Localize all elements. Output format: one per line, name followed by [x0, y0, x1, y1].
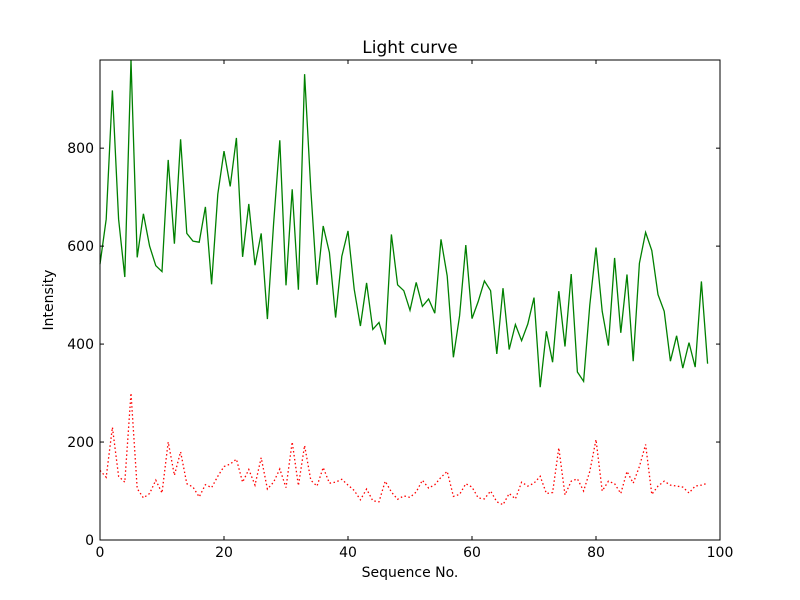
- x-tick-label: 60: [463, 545, 481, 561]
- y-tick-label: 0: [85, 533, 94, 549]
- x-tick-label: 100: [707, 545, 734, 561]
- x-tick-label: 40: [339, 545, 357, 561]
- y-tick-label: 600: [67, 239, 94, 255]
- y-tick-label: 200: [67, 435, 94, 451]
- x-tick-label: 80: [587, 545, 605, 561]
- chart-title: Light curve: [362, 38, 457, 58]
- y-axis-label: Intensity: [41, 270, 57, 331]
- ticks-layer: 0 20 40 60 80 100 0 200 400 600 800: [67, 60, 733, 561]
- plot-frame: [99, 59, 721, 541]
- x-axis-label: Sequence No.: [362, 565, 459, 581]
- y-tick-label: 800: [67, 141, 94, 157]
- y-tick-label: 400: [67, 337, 94, 353]
- x-tick-label: 0: [96, 545, 105, 561]
- series-layer: [99, 59, 709, 506]
- series-line-2: [99, 393, 708, 506]
- x-tick-label: 20: [215, 545, 233, 561]
- series-line-1: [99, 59, 709, 388]
